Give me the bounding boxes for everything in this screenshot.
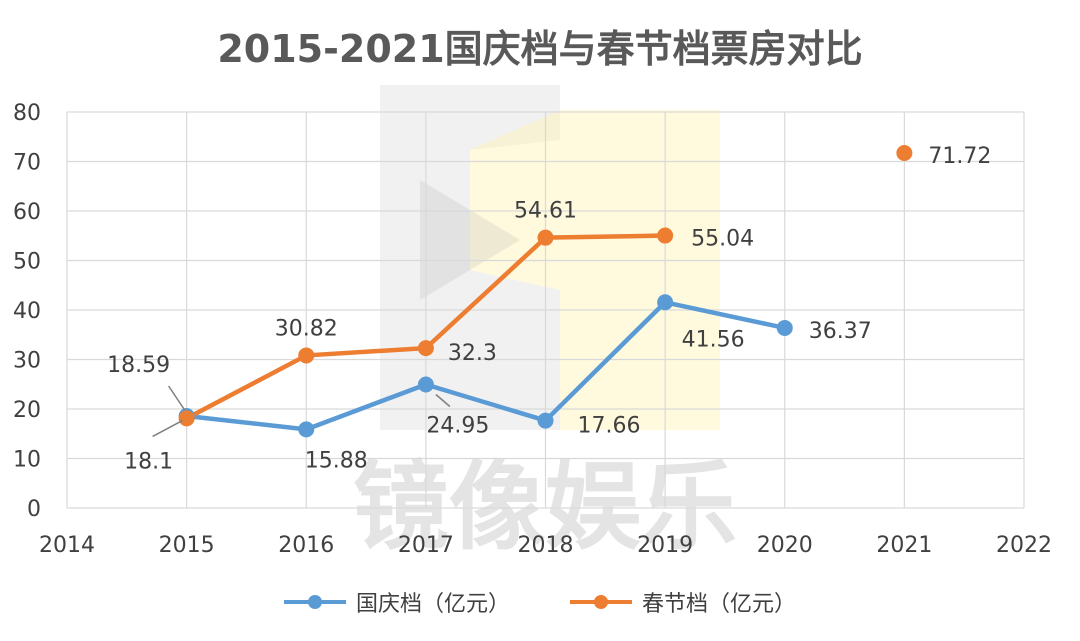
y-tick-label: 40 <box>13 299 41 324</box>
x-tick-label: 2021 <box>876 533 932 558</box>
watermark-shape <box>420 180 520 300</box>
series-line-guoqing <box>184 300 787 432</box>
y-tick-label: 80 <box>13 101 41 126</box>
data-label-guoqing: 17.66 <box>578 414 641 439</box>
label-leader-line <box>168 385 186 411</box>
data-label-chunjie: 30.82 <box>275 316 338 341</box>
y-tick-label: 20 <box>13 398 41 423</box>
x-tick-label: 2020 <box>757 533 813 558</box>
label-leader-line <box>152 419 183 438</box>
data-point-guoqing <box>776 319 793 336</box>
data-point-guoqing <box>417 376 434 393</box>
legend-item-chunjie: 春节档（亿元） <box>570 586 796 618</box>
x-tick-label: 2016 <box>278 533 334 558</box>
legend-label-chunjie: 春节档（亿元） <box>642 592 797 617</box>
legend-swatch-chunjie <box>570 595 632 609</box>
x-tick-label: 2014 <box>39 533 95 558</box>
x-tick-label: 2019 <box>637 533 693 558</box>
y-tick-label: 30 <box>13 349 41 374</box>
y-tick-label: 0 <box>27 497 41 522</box>
y-tick-label: 70 <box>13 151 41 176</box>
data-point-guoqing <box>298 421 315 438</box>
chart-legend: 国庆档（亿元） 春节档（亿元） <box>0 586 1080 618</box>
data-point-guoqing <box>657 294 674 311</box>
data-point-chunjie <box>657 227 674 244</box>
data-label-guoqing: 18.59 <box>107 353 170 378</box>
label-leader-line <box>435 393 451 408</box>
data-point-chunjie <box>298 347 315 364</box>
data-label-guoqing: 41.56 <box>682 327 745 352</box>
data-label-guoqing: 15.88 <box>305 448 368 473</box>
legend-item-guoqing: 国庆档（亿元） <box>283 586 510 618</box>
data-label-chunjie: 71.72 <box>928 144 991 169</box>
y-tick-label: 60 <box>13 200 41 225</box>
x-tick-label: 2022 <box>996 533 1052 558</box>
data-point-chunjie <box>537 229 554 246</box>
x-tick-label: 2018 <box>518 533 574 558</box>
data-label-chunjie: 18.1 <box>124 449 173 474</box>
data-label-guoqing: 24.95 <box>426 413 489 438</box>
y-tick-label: 50 <box>13 250 41 275</box>
data-point-guoqing <box>537 412 554 429</box>
data-label-guoqing: 36.37 <box>809 319 872 344</box>
x-tick-label: 2017 <box>398 533 454 558</box>
data-point-chunjie <box>896 144 913 161</box>
y-tick-label: 10 <box>13 448 41 473</box>
legend-swatch-guoqing <box>283 595 346 609</box>
legend-label-guoqing: 国庆档（亿元） <box>355 592 510 617</box>
chart-title: 2015-2021国庆档与春节档票房对比 <box>217 27 863 71</box>
x-tick-label: 2015 <box>159 533 215 558</box>
watermark-shape <box>470 110 720 430</box>
data-point-chunjie <box>417 340 434 357</box>
data-point-chunjie <box>178 410 195 427</box>
data-label-chunjie: 32.3 <box>448 341 497 366</box>
data-label-chunjie: 54.61 <box>514 199 577 224</box>
data-label-chunjie: 55.04 <box>691 227 754 252</box>
